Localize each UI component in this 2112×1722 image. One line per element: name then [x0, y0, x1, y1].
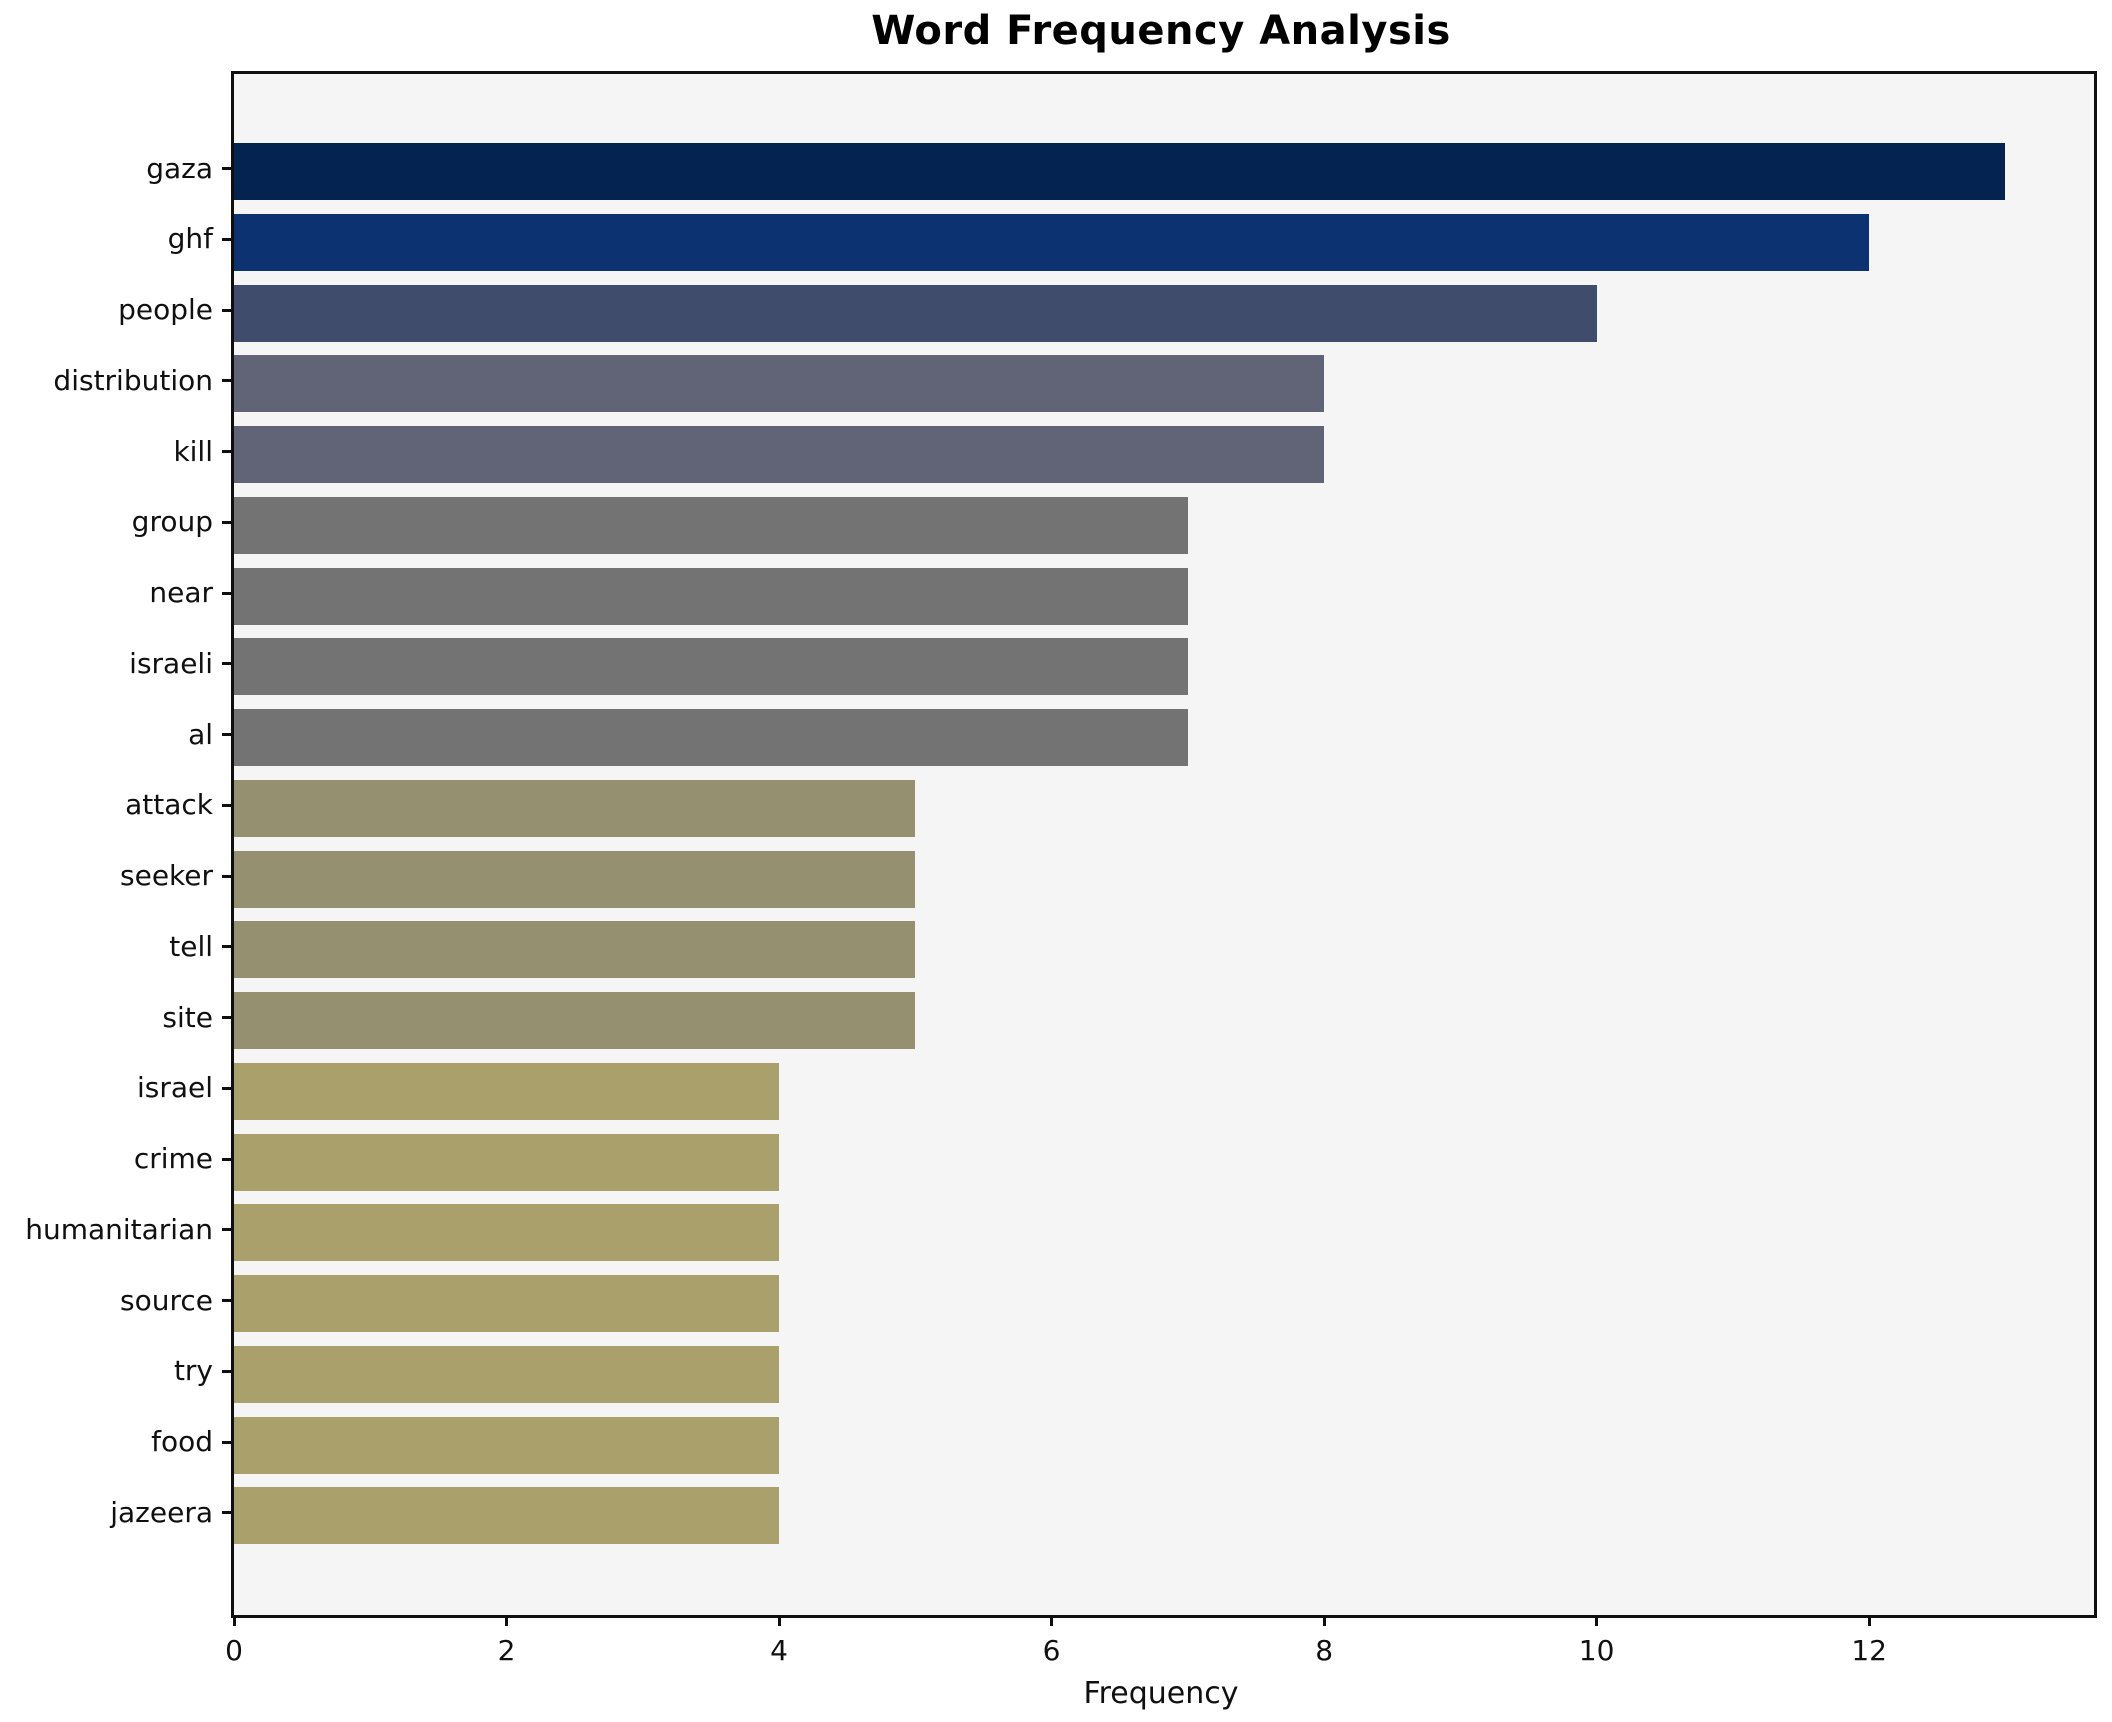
y-tick-mark: [222, 591, 231, 595]
y-axis-label: al: [188, 717, 213, 751]
x-tick-mark: [1595, 1615, 1599, 1626]
x-tick-mark: [505, 1615, 509, 1626]
bar: [234, 1345, 780, 1403]
bar: [234, 992, 916, 1049]
y-tick-mark: [222, 1086, 231, 1090]
bar: [234, 496, 1188, 554]
y-tick-mark: [222, 167, 231, 170]
y-tick-mark: [222, 945, 231, 949]
y-axis-label: group: [131, 505, 213, 539]
x-tick-mark: [777, 1615, 781, 1626]
y-tick-mark: [222, 1016, 231, 1019]
x-tick-mark: [1050, 1615, 1054, 1626]
y-axis-label: gaza: [146, 151, 213, 185]
x-tick-label: 2: [497, 1634, 516, 1667]
y-tick-mark: [222, 1228, 231, 1232]
bar: [234, 1204, 780, 1262]
bar: [234, 567, 1188, 625]
x-tick-label: 0: [225, 1634, 243, 1667]
bar: [234, 213, 1870, 271]
bar: [234, 143, 2006, 200]
y-axis-label: israel: [136, 1071, 213, 1105]
y-tick-mark: [222, 1157, 231, 1161]
bar: [234, 1416, 780, 1474]
y-axis-label: crime: [133, 1142, 213, 1175]
bar: [234, 709, 1188, 766]
x-tick-mark: [232, 1615, 236, 1626]
x-tick-label: 6: [1042, 1634, 1061, 1667]
y-tick-mark: [222, 803, 231, 807]
y-axis-label: attack: [125, 788, 213, 822]
y-axis-label: tell: [169, 929, 213, 963]
y-axis-label: source: [120, 1283, 213, 1317]
y-tick-mark: [222, 450, 231, 453]
bar: [234, 1275, 780, 1332]
bar: [234, 1133, 780, 1191]
bar: [234, 921, 916, 979]
y-axis-label: distribution: [53, 363, 213, 397]
y-axis-label: food: [151, 1425, 213, 1458]
x-tick-mark: [1867, 1615, 1871, 1626]
y-tick-mark: [222, 308, 231, 312]
y-tick-mark: [222, 662, 231, 666]
y-axis-label: people: [118, 293, 213, 326]
y-axis-label: ghf: [167, 222, 213, 256]
y-tick-mark: [222, 520, 231, 524]
y-tick-mark: [222, 874, 231, 878]
bar: [234, 1487, 780, 1545]
y-axis-label: site: [162, 1000, 213, 1034]
y-axis-label: humanitarian: [25, 1212, 213, 1246]
y-axis-label: try: [173, 1354, 213, 1388]
x-tick-label: 8: [1315, 1634, 1334, 1667]
bar: [234, 284, 1597, 342]
plot-area: [231, 71, 2097, 1618]
y-axis-label: near: [149, 576, 213, 609]
y-tick-mark: [222, 1299, 231, 1302]
x-tick-label: 4: [770, 1634, 788, 1667]
y-axis-label: israeli: [129, 646, 213, 680]
bar: [234, 1062, 780, 1120]
y-tick-mark: [222, 1369, 231, 1373]
y-tick-mark: [222, 1511, 231, 1515]
x-axis-title: Frequency: [1083, 1676, 1239, 1711]
bar: [234, 850, 916, 908]
x-tick-label: 10: [1578, 1634, 1615, 1667]
bar: [234, 638, 1188, 696]
bar: [234, 355, 1325, 413]
y-tick-mark: [222, 379, 231, 383]
chart-title: Word Frequency Analysis: [871, 8, 1451, 54]
y-tick-mark: [222, 1440, 231, 1444]
y-tick-mark: [222, 237, 231, 241]
bar: [234, 779, 916, 837]
x-tick-mark: [1322, 1615, 1326, 1626]
bar: [234, 426, 1325, 483]
x-tick-label: 12: [1851, 1634, 1887, 1667]
y-axis-label: seeker: [120, 859, 213, 892]
y-tick-mark: [222, 733, 231, 736]
y-axis-label: kill: [173, 434, 213, 468]
y-axis-label: jazeera: [110, 1495, 213, 1529]
